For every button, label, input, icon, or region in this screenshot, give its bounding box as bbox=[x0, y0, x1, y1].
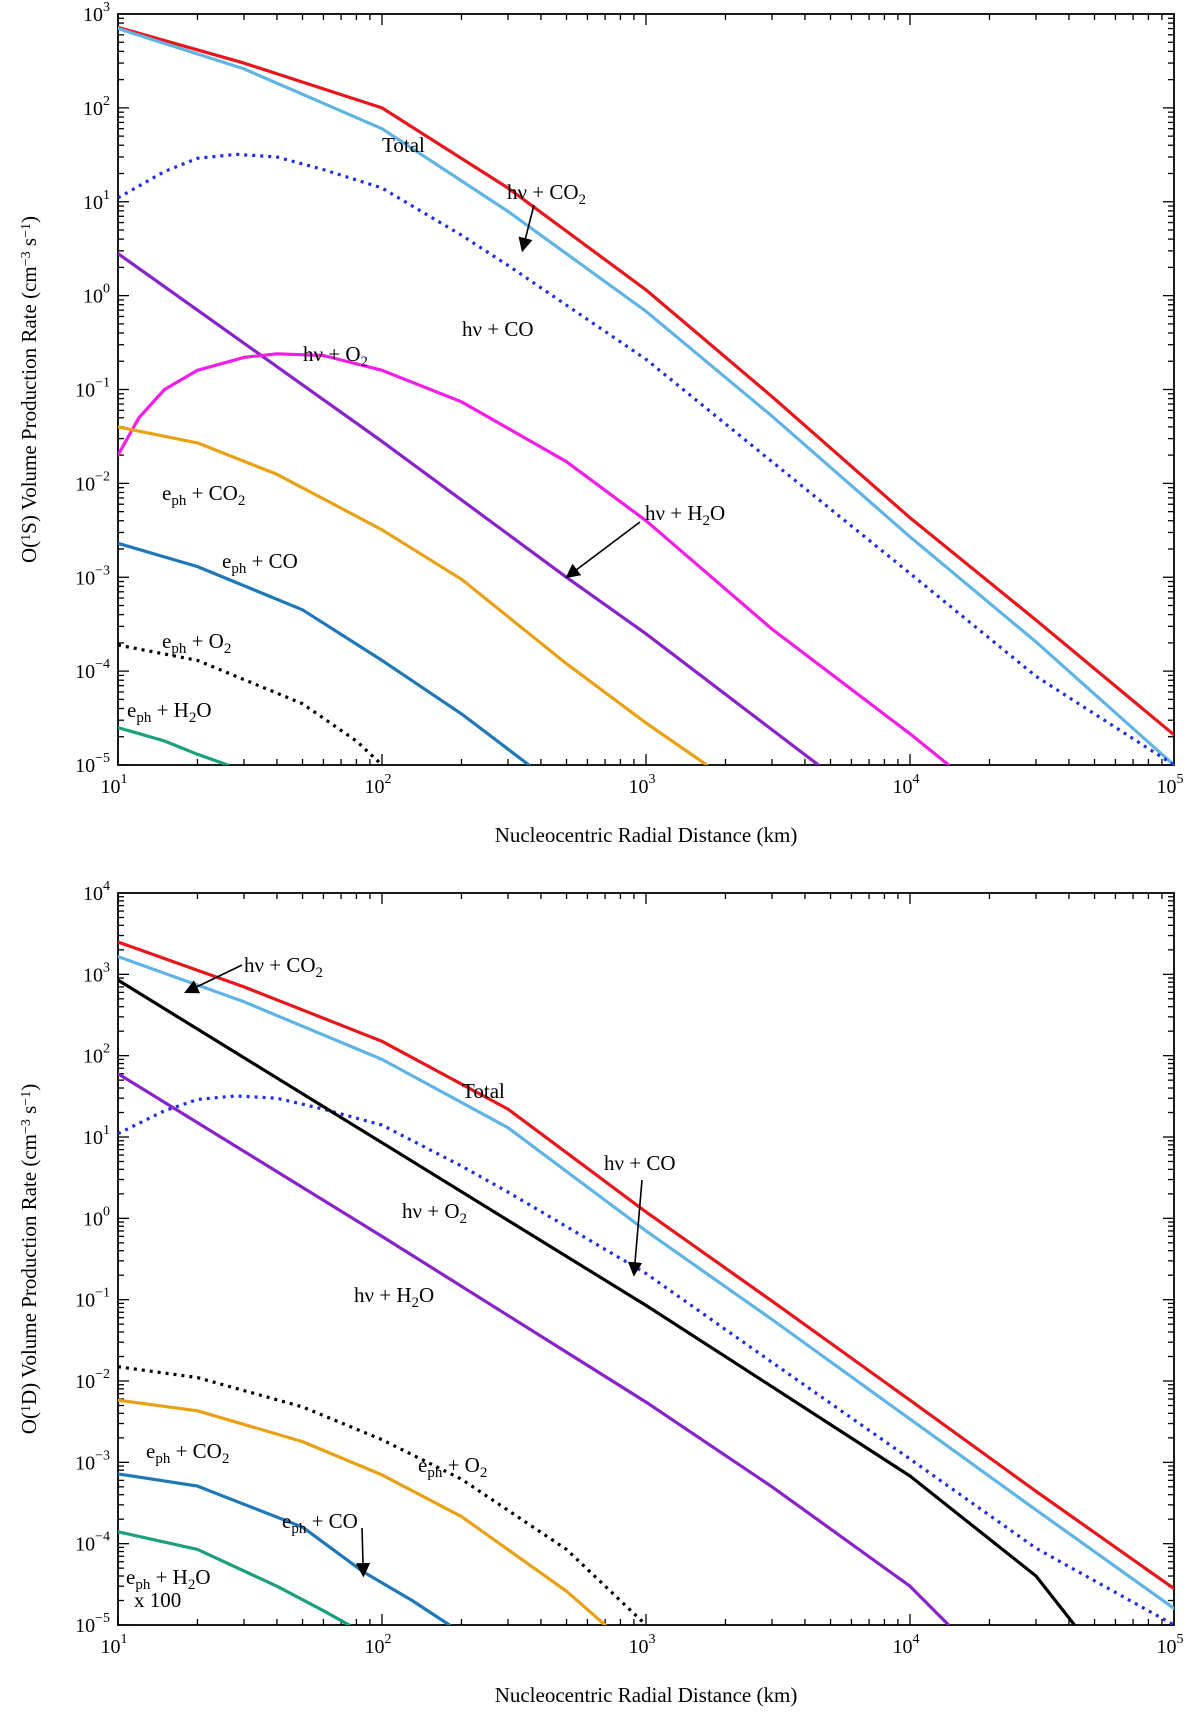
series-group bbox=[118, 940, 1174, 1625]
annotation-x100: x 100 bbox=[134, 1588, 181, 1612]
y-tick-label: 103 bbox=[83, 960, 110, 986]
x-tick-label: 103 bbox=[629, 1632, 656, 1658]
series-line-h-h2o bbox=[118, 1072, 951, 1625]
y-tick-label: 10−2 bbox=[75, 469, 110, 495]
annotation-eph-o2: eph + O2 bbox=[418, 1453, 487, 1481]
annotation-total: Total bbox=[382, 133, 425, 157]
plot-frame bbox=[117, 13, 1175, 766]
series-line-eph-co bbox=[118, 541, 531, 765]
series-line-total bbox=[118, 25, 1174, 737]
series-line-total bbox=[118, 940, 1174, 1591]
y-tick-label: 103 bbox=[83, 0, 110, 26]
annotation-total: Total bbox=[462, 1079, 505, 1103]
y-tick-label: 100 bbox=[83, 282, 110, 308]
annotation-hv-co: hν + CO bbox=[604, 1151, 676, 1175]
x-tick-label: 101 bbox=[101, 1632, 128, 1658]
annotation-hv-co2: hν + CO2 bbox=[244, 953, 323, 981]
annotation-eph-co2: eph + CO2 bbox=[162, 481, 245, 509]
series-line-h-o2 bbox=[118, 978, 1077, 1625]
x-tick-label: 104 bbox=[893, 1632, 920, 1658]
o1s-panel: 101 102 103 104 105 10−5 10−4 10−3 10−2 10−1 100 10… bbox=[17, 0, 1184, 847]
x-tick-label: 101 bbox=[101, 772, 128, 798]
tick-marks bbox=[117, 893, 1174, 1626]
y-tick-label: 10−1 bbox=[75, 376, 110, 402]
annotation-arrow-hv-h2o bbox=[565, 521, 641, 579]
x-tick-label: 103 bbox=[629, 772, 656, 798]
y-tick-label: 10−1 bbox=[75, 1286, 110, 1312]
series-line-eph-co2 bbox=[118, 425, 709, 765]
x-tick-label: 102 bbox=[365, 1632, 392, 1658]
series-line-eph-h2o bbox=[118, 726, 230, 765]
y-tick-label: 10−5 bbox=[75, 751, 110, 777]
series-line-eph-h2o-x-100 bbox=[118, 1530, 351, 1625]
series-line-h-co2 bbox=[118, 26, 1174, 765]
x-axis-title: Nucleocentric Radial Distance (km) bbox=[495, 1683, 798, 1707]
series-line-eph-co2 bbox=[118, 1398, 607, 1625]
series-line-h-co bbox=[118, 152, 1174, 765]
y-tick-label: 10−5 bbox=[75, 1611, 110, 1637]
annotation-hv-o2: hν + O2 bbox=[402, 1199, 467, 1227]
series-line-h-co bbox=[118, 1094, 1174, 1625]
y-tick-label: 10−2 bbox=[75, 1367, 110, 1393]
annotation-eph-co2: eph + CO2 bbox=[146, 1439, 229, 1467]
series-line-eph-co bbox=[118, 1472, 451, 1625]
series-group bbox=[118, 25, 1174, 765]
annotations: Total hν + CO2 hν + CO hν + O2 hν + H2O eph +… bbox=[127, 133, 725, 726]
annotation-hv-h2o: hν + H2O bbox=[645, 501, 725, 529]
annotation-eph-co: eph + CO bbox=[282, 1509, 358, 1537]
y-axis-title: O(1D) Volume Production Rate (cm−3 s−1) bbox=[17, 1084, 41, 1434]
o1d-panel: 101 102 103 104 105 10−5 10−4 10−3 10−2 10−1 100 10… bbox=[17, 879, 1184, 1707]
annotation-hv-co2: hν + CO2 bbox=[507, 180, 586, 208]
y-tick-label: 101 bbox=[83, 1123, 110, 1149]
y-tick-label: 102 bbox=[83, 1042, 110, 1068]
tick-marks bbox=[117, 14, 1174, 766]
x-axis-title: Nucleocentric Radial Distance (km) bbox=[495, 823, 798, 847]
series-line-h-co2 bbox=[118, 955, 1174, 1610]
annotations: hν + CO2 Total hν + CO hν + O2 hν + H2O eph +… bbox=[126, 953, 676, 1612]
x-tick-label: 105 bbox=[1157, 1632, 1184, 1658]
x-tick-label: 102 bbox=[365, 772, 392, 798]
annotation-eph-h2o: eph + H2O bbox=[127, 698, 212, 726]
y-tick-label: 10−3 bbox=[75, 563, 110, 589]
annotation-hv-o2: hν + O2 bbox=[303, 342, 368, 370]
annotation-arrow-hv-co2 bbox=[518, 204, 535, 253]
annotation-hv-h2o: hν + H2O bbox=[354, 1283, 434, 1311]
annotation-arrow-hv-co bbox=[627, 1179, 643, 1277]
annotation-eph-h2o: eph + H2O bbox=[126, 1565, 211, 1593]
y-tick-label: 102 bbox=[83, 94, 110, 120]
y-tick-label: 10−3 bbox=[75, 1448, 110, 1474]
series-line-eph-o2 bbox=[118, 1365, 648, 1625]
y-axis-title: O(1S) Volume Production Rate (cm−3 s−1) bbox=[17, 216, 41, 563]
y-tick-label: 104 bbox=[83, 879, 110, 905]
y-tick-label: 100 bbox=[83, 1204, 110, 1230]
annotation-eph-co: eph + CO bbox=[222, 549, 298, 577]
y-tick-label: 10−4 bbox=[75, 1530, 110, 1556]
annotation-arrow-eph-co bbox=[355, 1527, 371, 1578]
y-tick-label: 10−4 bbox=[75, 657, 110, 683]
annotation-eph-o2: eph + O2 bbox=[162, 629, 231, 657]
series-line-h-o2 bbox=[118, 352, 951, 765]
x-tick-label: 105 bbox=[1157, 772, 1184, 798]
annotation-hv-co: hν + CO bbox=[462, 317, 534, 341]
x-tick-label: 104 bbox=[893, 772, 920, 798]
series-line-eph-o2 bbox=[118, 643, 384, 765]
annotation-arrow-hv-co2 bbox=[184, 964, 243, 994]
y-tick-label: 101 bbox=[83, 188, 110, 214]
